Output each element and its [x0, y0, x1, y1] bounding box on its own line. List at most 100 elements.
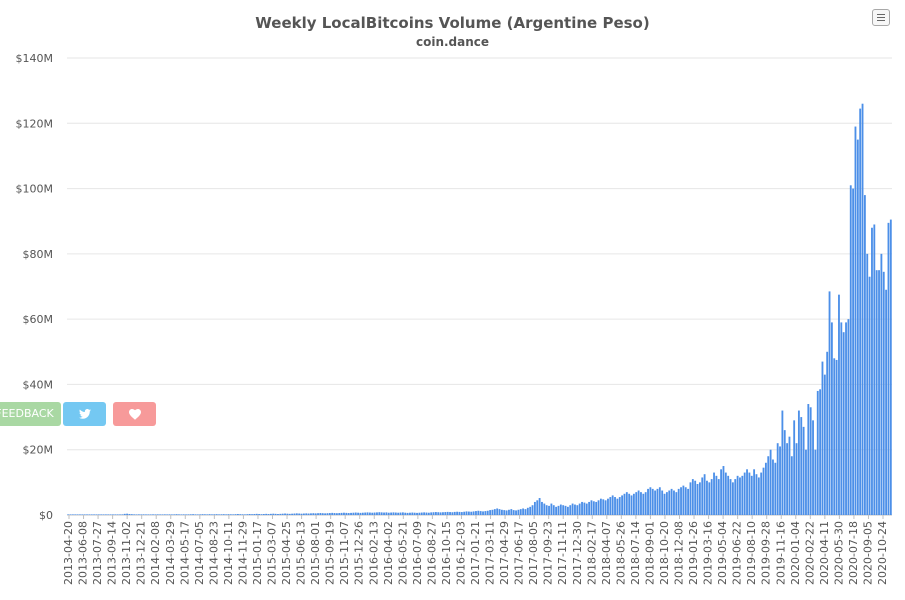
bar: [529, 506, 532, 515]
x-tick-label: 2020-02-22: [803, 521, 816, 585]
bar: [826, 351, 829, 515]
bar: [642, 493, 645, 515]
bar: [583, 502, 586, 515]
bar: [482, 511, 484, 515]
bar: [232, 514, 235, 515]
x-tick-label: 2018-04-07: [600, 521, 613, 585]
bar: [677, 488, 680, 515]
bar: [305, 513, 308, 515]
bar: [255, 513, 258, 515]
y-tick-label: $80M: [23, 248, 54, 261]
bar: [112, 514, 114, 515]
x-tick-label: 2019-01-26: [687, 521, 700, 585]
bar: [616, 498, 619, 515]
bar: [786, 443, 789, 515]
bar: [625, 492, 628, 515]
bar: [670, 488, 673, 515]
bar: [213, 514, 216, 515]
bar: [133, 514, 136, 515]
feedback-button[interactable]: FEEDBACK: [0, 402, 61, 426]
y-tick-label: $100M: [16, 183, 54, 196]
bar: [359, 512, 362, 515]
bar: [526, 507, 529, 515]
bar: [533, 501, 536, 515]
x-tick-label: 2014-03-29: [164, 521, 177, 585]
bar: [427, 512, 430, 515]
x-tick-label: 2020-01-04: [789, 521, 802, 585]
bar: [694, 480, 697, 515]
x-tick-label: 2013-12-21: [135, 521, 148, 585]
bar: [324, 513, 327, 515]
bar: [508, 509, 510, 515]
bar: [854, 126, 857, 516]
bar: [814, 449, 817, 515]
bar: [889, 219, 892, 515]
bar: [590, 500, 593, 515]
bar: [225, 514, 228, 515]
x-tick-label: 2019-03-16: [702, 521, 715, 585]
bar: [201, 514, 204, 515]
bar: [632, 493, 635, 515]
bar: [126, 513, 129, 515]
bar: [383, 512, 385, 515]
bar: [802, 426, 805, 515]
bar: [757, 477, 760, 515]
twitter-button[interactable]: [63, 402, 106, 426]
bar: [840, 322, 843, 515]
bar: [361, 512, 364, 515]
bar: [267, 514, 270, 515]
bar: [871, 227, 873, 515]
bar: [71, 514, 74, 515]
donate-button[interactable]: [113, 402, 156, 426]
bar: [807, 404, 810, 515]
bar: [76, 514, 79, 515]
bar: [420, 512, 423, 515]
bar: [764, 462, 767, 515]
bar: [137, 514, 140, 515]
bar: [772, 459, 774, 515]
bar: [300, 513, 303, 515]
bar: [805, 449, 807, 515]
bar: [404, 512, 407, 515]
bar: [154, 514, 157, 515]
bar: [465, 511, 468, 515]
bar: [658, 487, 661, 515]
x-tick-label: 2014-02-08: [149, 521, 162, 585]
x-tick-label: 2017-09-23: [542, 521, 555, 585]
bar: [168, 514, 171, 515]
x-tick-label: 2016-12-03: [454, 521, 467, 585]
bar: [783, 430, 786, 515]
bar: [720, 469, 723, 515]
bar: [114, 514, 117, 515]
bar: [562, 505, 565, 515]
bar: [602, 499, 605, 515]
bar: [423, 512, 426, 515]
chart-menu-button[interactable]: [872, 9, 890, 26]
bar: [175, 514, 178, 515]
bar: [880, 253, 883, 515]
bar: [661, 490, 664, 515]
x-tick-label: 2019-06-22: [731, 521, 744, 585]
bar: [724, 472, 727, 515]
x-tick-label: 2017-04-29: [498, 521, 511, 585]
x-tick-label: 2017-06-17: [513, 521, 526, 585]
x-tick-label: 2015-12-26: [353, 521, 366, 585]
y-tick-label: $20M: [23, 444, 54, 457]
x-tick-label: 2013-04-20: [62, 521, 75, 585]
bar: [555, 506, 558, 515]
bar: [79, 514, 81, 515]
bar: [345, 512, 348, 515]
x-tick-label: 2020-05-30: [832, 521, 845, 585]
bar: [321, 513, 324, 515]
bar: [861, 103, 864, 515]
bar: [437, 512, 440, 515]
bar: [347, 513, 350, 515]
bar: [274, 513, 277, 515]
bar: [227, 514, 230, 515]
bar: [665, 492, 668, 515]
bar: [760, 472, 763, 515]
bar: [109, 514, 112, 515]
bar: [107, 514, 110, 515]
x-tick-label: 2019-09-28: [760, 521, 773, 585]
bar: [649, 487, 652, 515]
